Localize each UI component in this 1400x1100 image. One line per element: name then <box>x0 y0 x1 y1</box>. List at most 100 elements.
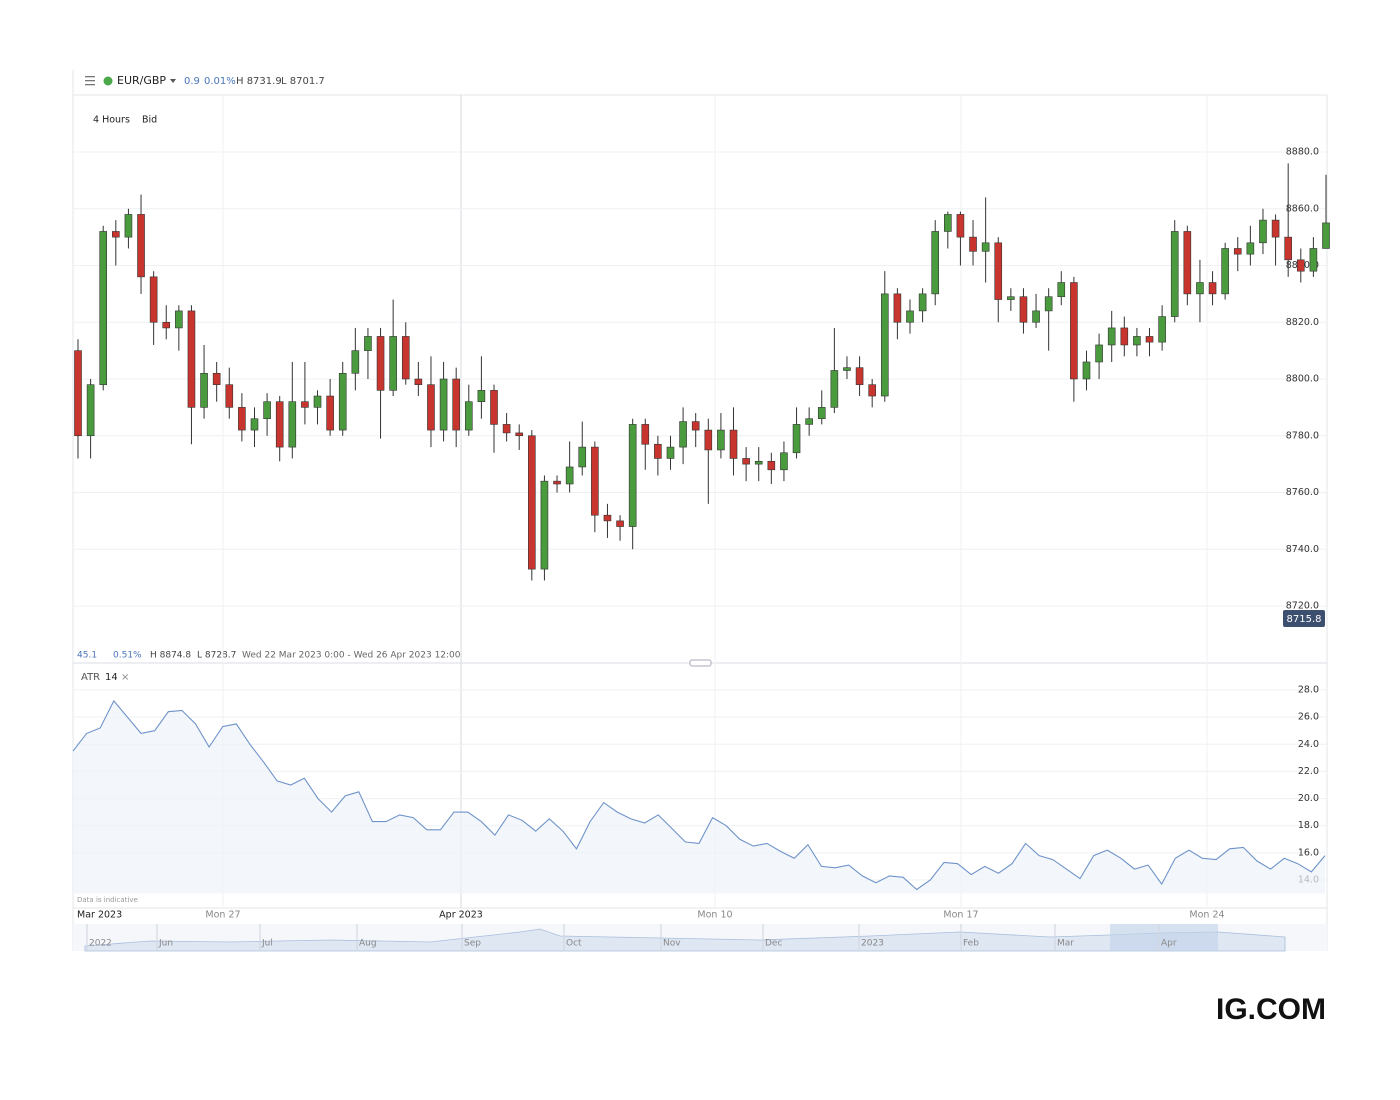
candle-body <box>439 378 448 431</box>
candle-body <box>666 446 675 459</box>
candle-body <box>515 432 524 437</box>
y-tick-label: 8880.0 <box>1286 147 1319 158</box>
candle-body <box>603 514 612 522</box>
candle-body <box>1296 259 1305 272</box>
candle-body <box>1082 361 1091 380</box>
navigator-area <box>84 928 1286 952</box>
candle-body <box>931 231 940 295</box>
x-tick-label: Mar 2023 <box>77 910 122 921</box>
atr-line <box>72 699 1326 891</box>
x-tick-label: Mon 24 <box>1189 910 1224 921</box>
navigator-label: Nov <box>663 939 681 949</box>
candle-body <box>1221 248 1229 295</box>
candle-body <box>628 424 637 527</box>
brand: IG.COM <box>1216 993 1326 1026</box>
candle-body <box>1322 222 1330 249</box>
candle-body <box>452 378 460 431</box>
candle-body <box>944 214 952 232</box>
candle-body <box>578 446 587 468</box>
price-type[interactable]: Bid <box>142 115 157 126</box>
candle-body <box>1007 296 1015 300</box>
candle-body <box>817 407 826 420</box>
navigator-label: Jun <box>158 939 173 949</box>
candle-body <box>742 458 750 465</box>
candle-body <box>767 460 776 471</box>
candle-body <box>1158 316 1166 343</box>
candle-body <box>969 236 977 252</box>
navigator-window[interactable] <box>1110 924 1218 951</box>
candle-body <box>250 418 259 431</box>
candle-body <box>1107 327 1116 346</box>
period: Wed 22 Mar 2023 0:00 - Wed 26 Apr 2023 1… <box>242 651 461 661</box>
candle-body <box>691 421 700 431</box>
candle-body <box>275 401 284 448</box>
candle-body <box>376 336 385 391</box>
candle-body <box>1133 336 1141 346</box>
candle-body <box>1120 327 1129 346</box>
dropdown-arrow[interactable] <box>170 79 176 83</box>
candle-body <box>1259 219 1267 244</box>
interval[interactable]: 4 Hours <box>93 115 130 126</box>
candle-body <box>528 435 536 570</box>
candle-body <box>187 310 196 408</box>
navigator-label: 2023 <box>861 939 884 949</box>
candle-body <box>313 395 322 408</box>
candle-body <box>654 443 662 459</box>
candle-body <box>956 214 965 238</box>
candle-body <box>1309 248 1318 272</box>
candle-body <box>414 378 423 385</box>
y-tick-label: 22.0 <box>1298 766 1319 777</box>
candle-body <box>389 336 397 391</box>
menu-icon[interactable] <box>85 76 95 86</box>
y-tick-label: 8720.0 <box>1286 601 1319 612</box>
candle-body <box>1208 282 1217 295</box>
pane-handle[interactable] <box>689 659 712 667</box>
candle-body <box>855 367 864 385</box>
candle-body <box>868 384 876 397</box>
y-tick-label: 8780.0 <box>1286 430 1319 441</box>
candle-body <box>149 276 158 323</box>
symbol[interactable]: EUR/GBP <box>117 74 166 87</box>
candle-body <box>99 231 108 385</box>
candle-body <box>263 401 271 420</box>
candle-body <box>792 424 801 454</box>
candle-body <box>351 350 360 374</box>
candle-body <box>1019 296 1028 323</box>
navigator-label: Feb <box>963 939 979 949</box>
candle-body <box>1057 282 1066 298</box>
candle-body <box>364 336 372 351</box>
candle-body <box>162 321 171 329</box>
candle-body <box>86 384 95 437</box>
candle-body <box>225 384 234 408</box>
candle-body <box>754 460 763 465</box>
candle-body <box>591 446 599 516</box>
change-pct: 0.01% <box>204 76 236 87</box>
y-tick-label: 28.0 <box>1298 685 1319 696</box>
navigator-label: Apr <box>1161 939 1177 949</box>
candle-body <box>805 418 813 425</box>
candle-body <box>704 429 713 451</box>
navigator-label: 2022 <box>89 939 112 949</box>
candle-body <box>1032 310 1040 323</box>
candle-body <box>641 424 650 445</box>
candle-body <box>490 390 498 425</box>
indicator-close[interactable]: × <box>121 672 129 683</box>
candle-body <box>540 480 549 570</box>
indicator-period: 14 <box>105 672 118 683</box>
candle-body <box>717 429 725 451</box>
candle-body <box>1271 219 1280 238</box>
x-tick-label: Mon 17 <box>943 910 978 921</box>
navigator-label: Oct <box>566 939 582 949</box>
x-tick-label: Mon 27 <box>205 910 240 921</box>
status-dot <box>103 76 113 86</box>
y-tick-label: 24.0 <box>1298 739 1319 750</box>
candle-body <box>212 373 221 385</box>
candle-body <box>616 520 624 527</box>
y-tick-label: 8760.0 <box>1286 487 1319 498</box>
candle-body <box>565 466 574 485</box>
candle-body <box>1170 231 1179 317</box>
candle-body <box>1095 344 1103 363</box>
candle-body <box>780 452 788 471</box>
header-low: L 8701.7 <box>281 76 325 87</box>
candle-body <box>981 242 990 252</box>
